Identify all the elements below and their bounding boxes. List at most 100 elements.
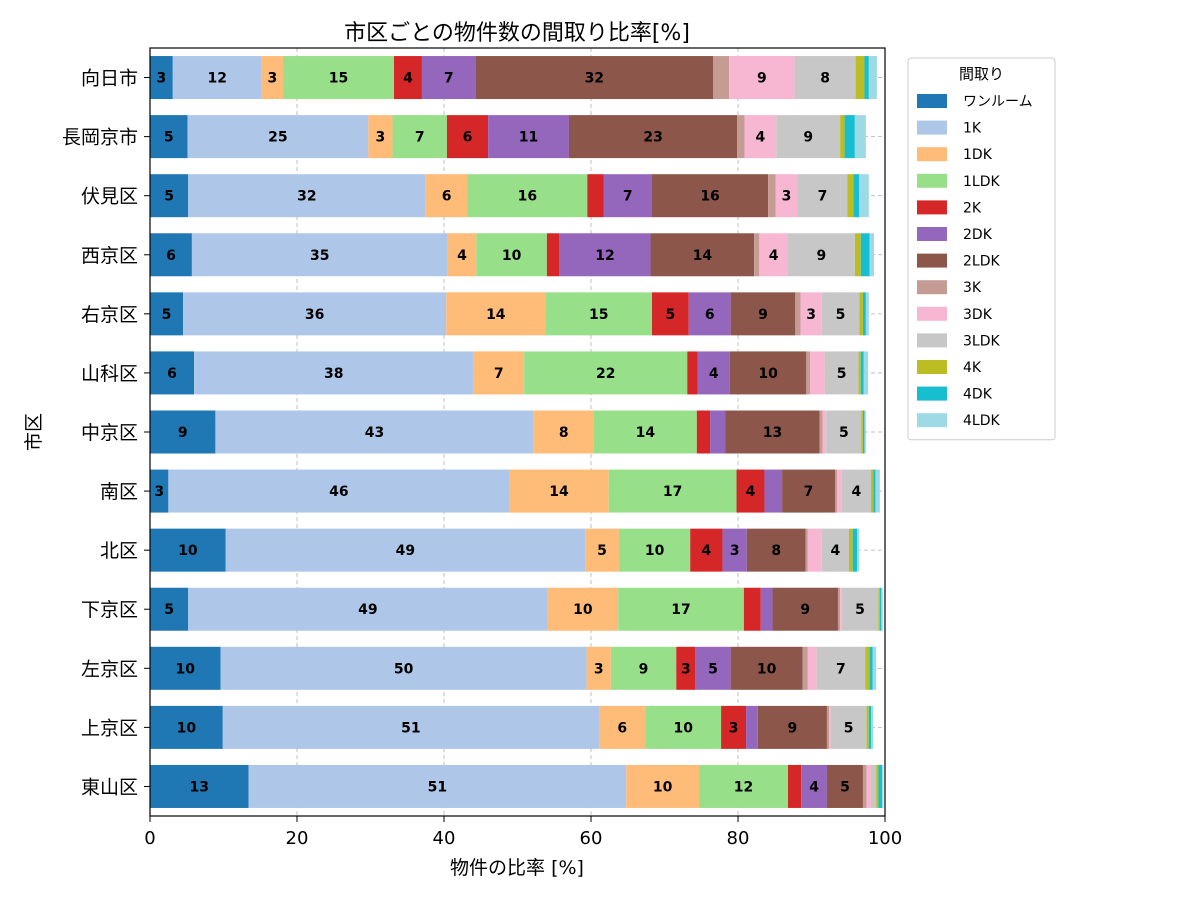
bar-segment xyxy=(847,174,854,218)
bar-segment xyxy=(283,56,395,100)
x-tick-label: 60 xyxy=(580,828,603,849)
bar-segment xyxy=(782,469,836,513)
legend-entry: ワンルーム xyxy=(963,94,1033,110)
bar-segment xyxy=(760,587,773,631)
data-label: 35 xyxy=(310,248,329,264)
data-label: 5 xyxy=(844,720,854,736)
bar-segment xyxy=(819,410,823,454)
data-label: 3 xyxy=(376,130,386,146)
bar-segment xyxy=(854,233,861,277)
bar-segment xyxy=(862,410,865,454)
bar-segment xyxy=(736,469,765,513)
bar-segment xyxy=(795,292,801,336)
data-label: 10 xyxy=(674,720,694,736)
bar-segment xyxy=(837,469,842,513)
bar-segment xyxy=(687,351,698,395)
data-label: 13 xyxy=(763,425,782,441)
bar-segment xyxy=(868,56,877,100)
bar-segment xyxy=(806,351,811,395)
data-label: 11 xyxy=(519,130,538,146)
data-label: 10 xyxy=(573,602,593,618)
data-label: 23 xyxy=(643,130,662,146)
data-label: 4 xyxy=(746,484,756,500)
bar-segment xyxy=(801,764,827,808)
bar-segment xyxy=(810,351,825,395)
bar-segment xyxy=(730,292,796,336)
y-tick-label: 上京区 xyxy=(81,717,138,739)
legend-frame xyxy=(907,57,1056,441)
data-label: 51 xyxy=(428,779,447,795)
data-label: 4 xyxy=(403,71,413,87)
bar-segment xyxy=(822,410,827,454)
legend-entry: 1K xyxy=(963,121,982,137)
bar-segment xyxy=(183,292,447,336)
x-tick-label: 0 xyxy=(144,828,155,849)
bar-segment xyxy=(737,115,745,159)
data-label: 36 xyxy=(305,307,324,323)
bar-segment xyxy=(853,174,860,218)
legend-entry: 1DK xyxy=(963,147,993,163)
data-label: 8 xyxy=(820,71,830,87)
bar-segment xyxy=(871,705,874,749)
data-label: 6 xyxy=(167,366,177,382)
bar-segment xyxy=(610,646,677,690)
bar-segment xyxy=(150,233,192,277)
bar-segment xyxy=(844,115,855,159)
bar-segment xyxy=(871,469,874,513)
bar-segment xyxy=(168,469,510,513)
bar-segment xyxy=(533,410,594,454)
bar-segment xyxy=(473,351,525,395)
data-label: 9 xyxy=(817,248,827,264)
bar-segment xyxy=(150,587,189,631)
bar-segment xyxy=(587,174,604,218)
legend-title: 間取り xyxy=(959,65,1004,83)
legend-entry: 4DK xyxy=(963,387,993,403)
bar-segment xyxy=(826,410,862,454)
bar-segment xyxy=(690,528,723,572)
bar-segment xyxy=(172,56,262,100)
bar-segment xyxy=(150,292,184,336)
data-label: 49 xyxy=(396,543,415,559)
bar-segment xyxy=(840,587,842,631)
y-tick-label: 西京区 xyxy=(81,245,138,267)
bar-segment xyxy=(150,115,188,159)
bar-segment xyxy=(876,764,879,808)
bar-segment xyxy=(722,528,747,572)
data-label: 46 xyxy=(329,484,348,500)
bar-segment xyxy=(872,646,877,690)
bar-segment xyxy=(860,351,864,395)
bar-segment xyxy=(861,410,863,454)
bar-segment xyxy=(871,764,877,808)
legend-swatch xyxy=(917,227,947,241)
data-label: 32 xyxy=(585,71,604,87)
bar-segment xyxy=(821,528,849,572)
legend-swatch xyxy=(917,120,947,135)
data-label: 14 xyxy=(693,248,713,264)
data-label: 38 xyxy=(324,366,343,382)
bar-segment xyxy=(248,764,627,808)
data-label: 15 xyxy=(589,307,608,323)
bar-segment xyxy=(868,705,872,749)
bar-segment xyxy=(368,115,393,159)
data-label: 6 xyxy=(463,130,473,146)
bar-segment xyxy=(855,56,865,100)
bar-segment xyxy=(688,292,731,336)
data-label: 5 xyxy=(855,602,865,618)
bar-segment xyxy=(764,469,783,513)
bar-segment xyxy=(509,469,609,513)
data-label: 17 xyxy=(671,602,690,618)
bar-segment xyxy=(878,587,880,631)
y-tick-label: 南区 xyxy=(100,481,138,503)
bar-segment xyxy=(830,705,867,749)
legend-swatch xyxy=(917,173,947,188)
y-tick-label: 左京区 xyxy=(81,658,138,680)
bar-segment xyxy=(546,233,560,277)
data-label: 7 xyxy=(818,189,828,205)
bar-segment xyxy=(710,410,726,454)
legend-entry: 3LDK xyxy=(963,333,1000,349)
bar-segment xyxy=(721,705,747,749)
data-label: 10 xyxy=(502,248,522,264)
bar-segment xyxy=(864,410,866,454)
data-label: 25 xyxy=(268,130,287,146)
legend-swatch xyxy=(917,280,947,295)
